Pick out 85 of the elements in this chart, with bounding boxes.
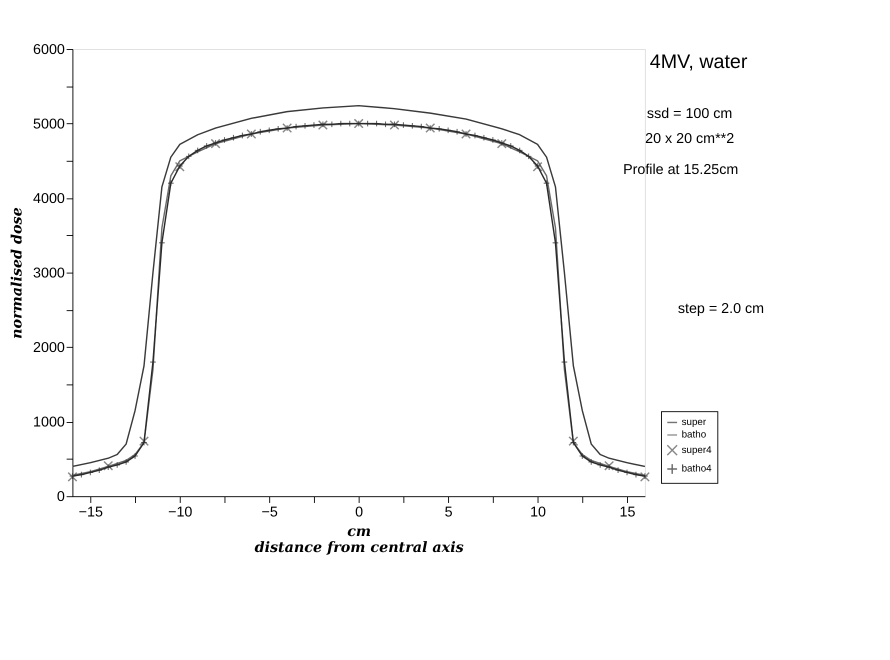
point — [239, 132, 246, 139]
text: step = 2.0 cm — [678, 300, 764, 317]
point — [408, 122, 416, 130]
point — [78, 471, 85, 478]
y-tick-label: 2000 — [33, 340, 65, 356]
y-axis-title: normalised dose — [9, 207, 26, 339]
point — [532, 162, 543, 172]
point — [578, 452, 586, 460]
point — [489, 136, 496, 144]
y-tick-label: 6000 — [33, 42, 65, 58]
x-tick-label: 5 — [444, 504, 453, 520]
point — [496, 138, 507, 149]
point — [210, 138, 221, 149]
point — [292, 123, 300, 130]
text: 4MV, water — [650, 50, 748, 73]
y-tick-label: 3000 — [33, 266, 65, 282]
point — [176, 162, 184, 170]
point — [194, 147, 202, 154]
point — [507, 142, 514, 150]
point — [454, 128, 460, 136]
point — [185, 152, 192, 160]
point — [552, 239, 559, 246]
point — [373, 120, 380, 127]
x-tick-label: −5 — [262, 504, 278, 520]
point — [266, 126, 273, 134]
point — [614, 466, 622, 474]
point — [436, 125, 443, 132]
x-tick-label: 15 — [620, 504, 636, 520]
point — [158, 239, 166, 246]
point — [480, 134, 488, 142]
legend-label: batho4 — [682, 464, 712, 475]
point — [390, 120, 400, 130]
x-tick-label: −15 — [78, 504, 103, 520]
point — [561, 358, 568, 366]
y-tick-label: 0 — [56, 489, 65, 506]
point — [96, 466, 103, 474]
point — [498, 140, 506, 146]
point — [328, 120, 336, 128]
x-tick-label: −10 — [168, 504, 192, 520]
x-tick-label: 10 — [530, 504, 546, 520]
y-tick-label: 4000 — [33, 191, 65, 208]
y-tick-label: 5000 — [33, 116, 65, 132]
point — [132, 452, 138, 460]
legend-label: super — [682, 417, 707, 428]
point — [230, 134, 237, 142]
point — [400, 122, 407, 128]
point — [346, 120, 354, 127]
point — [543, 180, 550, 187]
point — [167, 180, 174, 187]
point — [632, 471, 640, 478]
point — [525, 152, 532, 160]
x-tick-label: 0 — [355, 504, 364, 520]
text: ssd = 100 cm — [646, 106, 732, 122]
legend-label: super4 — [682, 444, 712, 456]
point — [318, 120, 328, 130]
point — [139, 436, 149, 446]
point — [103, 460, 114, 471]
point — [516, 147, 524, 154]
point — [302, 122, 308, 130]
point — [472, 132, 478, 139]
y-tick-label: 1000 — [33, 414, 65, 431]
point — [444, 126, 452, 134]
point — [310, 122, 318, 128]
point — [256, 128, 264, 136]
point — [337, 120, 344, 127]
annotation: Profile at 15.25cm — [623, 162, 738, 178]
point — [364, 120, 371, 127]
point — [212, 140, 219, 146]
point — [174, 162, 185, 172]
x-axis-title: cm distance from central axis — [254, 524, 464, 556]
point — [534, 162, 541, 170]
point — [122, 458, 130, 466]
legend-label: batho — [682, 430, 707, 441]
annotation: 20 x 20 cm**2 — [645, 130, 734, 147]
point — [568, 436, 578, 446]
point — [114, 462, 121, 468]
point — [203, 142, 210, 150]
point — [221, 136, 228, 144]
point — [418, 123, 425, 130]
point — [150, 358, 156, 366]
point — [274, 125, 282, 132]
point — [588, 458, 595, 466]
point — [604, 460, 614, 471]
point — [382, 120, 389, 128]
point — [596, 462, 604, 468]
